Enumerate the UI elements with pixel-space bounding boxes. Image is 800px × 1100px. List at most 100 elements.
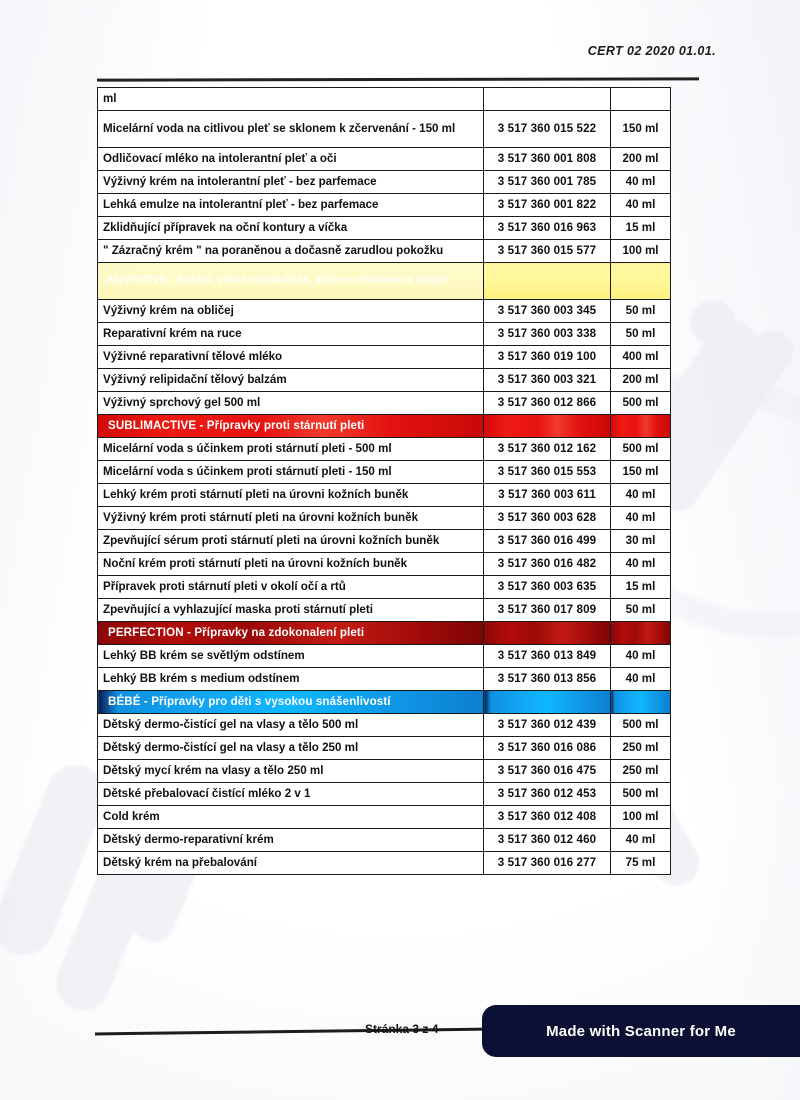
product-name-cell: Výživný krém na obličej [97, 299, 484, 323]
product-code-cell: 3 517 360 003 628 [483, 506, 611, 530]
scanner-app-badge: Made with Scanner for Me [482, 1005, 800, 1057]
product-code-cell: 3 517 360 016 499 [483, 529, 611, 553]
product-volume-cell: 75 ml [610, 851, 671, 875]
product-code-cell: 3 517 360 016 482 [483, 552, 611, 576]
header-rule [96, 77, 700, 82]
table-row: Výživný relipidační tělový balzám 3 517 3… [97, 368, 671, 392]
product-pricelist-table: ml Micelární voda na citlivou pleť se skl… [97, 87, 671, 875]
section-banner-label: BÉBÉ - Přípravky pro děti s vysokou snáš… [97, 690, 484, 714]
product-volume-cell: 100 ml [610, 239, 671, 263]
product-code-cell: 3 517 360 001 785 [483, 170, 611, 194]
product-code-cell [483, 262, 611, 300]
section-banner-row: SUBLIMACTIVE - Přípravky proti stárnutí … [97, 414, 671, 438]
product-name-cell: Dětské přebalovací čistící mléko 2 v 1 [97, 782, 484, 806]
product-code-cell: 3 517 360 017 809 [483, 598, 611, 622]
table-body: ml Micelární voda na citlivou pleť se skl… [97, 87, 671, 875]
product-volume-cell: 250 ml [610, 736, 671, 760]
product-volume-cell: 500 ml [610, 437, 671, 461]
product-volume-cell: 40 ml [610, 506, 671, 530]
product-name-cell: Lehký krém proti stárnutí pleti na úrovn… [97, 483, 484, 507]
product-code-cell: 3 517 360 016 963 [483, 216, 611, 240]
product-volume-cell: 150 ml [610, 110, 671, 148]
product-name-cell: Cold krém [97, 805, 484, 829]
product-volume-cell [610, 690, 671, 714]
product-name-cell: Lehký BB krém s medium odstínem [97, 667, 484, 691]
product-name-cell: Odličovací mléko na intolerantní pleť a … [97, 147, 484, 171]
product-volume-cell: 40 ml [610, 667, 671, 691]
product-code-cell: 3 517 360 016 475 [483, 759, 611, 783]
table-row: Noční krém proti stárnutí pleti na úrovn… [97, 552, 671, 576]
product-volume-cell [610, 87, 671, 111]
product-volume-cell: 200 ml [610, 147, 671, 171]
product-name-cell: ml [97, 87, 484, 111]
product-name-cell: Dětský dermo-čistící gel na vlasy a tělo… [97, 713, 484, 737]
table-row: Lehký BB krém s medium odstínem 3 517 360… [97, 667, 671, 691]
product-code-cell: 3 517 360 003 338 [483, 322, 611, 346]
product-code-cell: 3 517 360 015 553 [483, 460, 611, 484]
product-code-cell: 3 517 360 012 866 [483, 391, 611, 415]
product-volume-cell: 500 ml [610, 713, 671, 737]
product-volume-cell: 100 ml [610, 805, 671, 829]
table-row: Dětský dermo-reparativní krém 3 517 360 0… [97, 828, 671, 852]
product-name-cell: Přípravek proti stárnutí pleti v okolí o… [97, 575, 484, 599]
product-name-cell: Zpevňující sérum proti stárnutí pleti na… [97, 529, 484, 553]
table-row: Přípravek proti stárnutí pleti v okolí o… [97, 575, 671, 599]
product-name-cell: Zklidňující přípravek na oční kontury a … [97, 216, 484, 240]
table-row: Výživný krém na intolerantní pleť - bez … [97, 170, 671, 194]
product-volume-cell: 400 ml [610, 345, 671, 369]
product-volume-cell: 15 ml [610, 575, 671, 599]
product-code-cell: 3 517 360 013 849 [483, 644, 611, 668]
product-volume-cell: 40 ml [610, 552, 671, 576]
table-row: Zpevňující a vyhlazující maska proti stá… [97, 598, 671, 622]
section-banner-label: SUBLIMACTIVE - Přípravky proti stárnutí … [97, 414, 484, 438]
product-volume-cell: 50 ml [610, 598, 671, 622]
table-row: Zklidňující přípravek na oční kontury a … [97, 216, 671, 240]
product-name-cell: Výživný krém na intolerantní pleť - bez … [97, 170, 484, 194]
product-code-cell: 3 517 360 015 577 [483, 239, 611, 263]
product-name-cell: Micelární voda na citlivou pleť se sklon… [97, 110, 484, 148]
product-volume-cell: 40 ml [610, 828, 671, 852]
product-volume-cell [610, 262, 671, 300]
table-row: Lehký BB krém se světlým odstínem 3 517 3… [97, 644, 671, 668]
product-code-cell: 3 517 360 003 345 [483, 299, 611, 323]
product-name-cell: Výživné reparativní tělové mléko [97, 345, 484, 369]
table-row: Micelární voda s účinkem proti stárnutí … [97, 460, 671, 484]
product-code-cell: 3 517 360 013 856 [483, 667, 611, 691]
table-row: Dětský krém na přebalování 3 517 360 016 … [97, 851, 671, 875]
product-volume-cell: 30 ml [610, 529, 671, 553]
watermark-dot [690, 300, 736, 346]
product-code-cell: 3 517 360 012 439 [483, 713, 611, 737]
product-volume-cell [610, 414, 671, 438]
section-banner-row: BÉBÉ - Přípravky pro děti s vysokou snáš… [97, 690, 671, 714]
product-volume-cell: 50 ml [610, 322, 671, 346]
product-name-cell: Výživný relipidační tělový balzám [97, 368, 484, 392]
product-volume-cell: 500 ml [610, 782, 671, 806]
product-volume-cell: 500 ml [610, 391, 671, 415]
product-volume-cell: 200 ml [610, 368, 671, 392]
product-code-cell: 3 517 360 015 522 [483, 110, 611, 148]
certificate-header-code: CERT 02 2020 01.01. [587, 44, 716, 58]
table-row: Dětský dermo-čistící gel na vlasy a tělo… [97, 713, 671, 737]
product-name-cell: Výživný krém proti stárnutí pleti na úro… [97, 506, 484, 530]
table-row: Výživný sprchový gel 500 ml 3 517 360 012… [97, 391, 671, 415]
product-name-cell: Micelární voda s účinkem proti stárnutí … [97, 437, 484, 461]
product-name-cell: Noční krém proti stárnutí pleti na úrovn… [97, 552, 484, 576]
product-volume-cell: 50 ml [610, 299, 671, 323]
product-name-cell: Dětský krém na přebalování [97, 851, 484, 875]
product-name-cell: Lehká emulze na intolerantní pleť - bez … [97, 193, 484, 217]
table-row: Dětský dermo-čistící gel na vlasy a tělo… [97, 736, 671, 760]
page-number: Stránka 3 z 4 [365, 1022, 439, 1036]
product-volume-cell: 40 ml [610, 644, 671, 668]
product-name-cell: Lehký BB krém se světlým odstínem [97, 644, 484, 668]
table-row: Výživný krém proti stárnutí pleti na úro… [97, 506, 671, 530]
product-code-cell: 3 517 360 012 460 [483, 828, 611, 852]
product-code-cell: 3 517 360 003 321 [483, 368, 611, 392]
table-row: " Zázračný krém " na poraněnou a dočasně… [97, 239, 671, 263]
product-volume-cell: 40 ml [610, 483, 671, 507]
table-row: Lehký krém proti stárnutí pleti na úrovn… [97, 483, 671, 507]
table-row: Cold krém 3 517 360 012 408 100 ml [97, 805, 671, 829]
product-name-cell: Dětský dermo-reparativní krém [97, 828, 484, 852]
product-code-cell [483, 621, 611, 645]
product-code-cell [483, 690, 611, 714]
